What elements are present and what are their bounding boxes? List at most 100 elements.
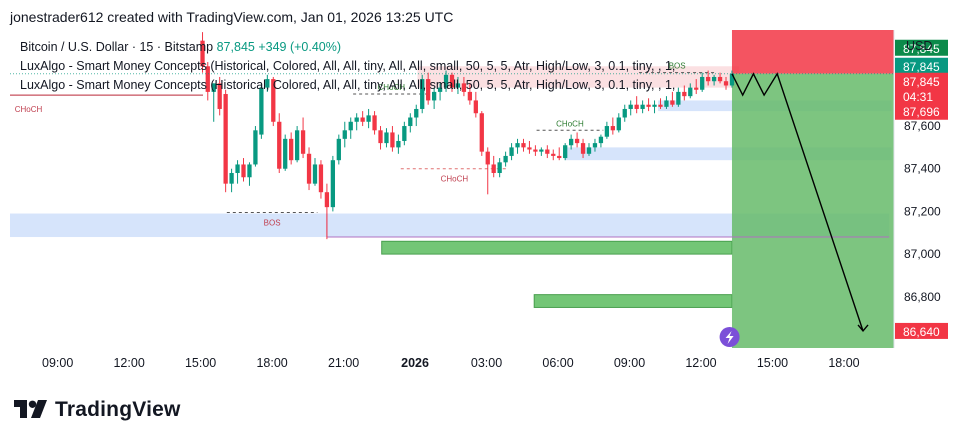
x-tick-label: 2026 (401, 356, 429, 370)
structure-label: BOS (669, 62, 686, 71)
candle-body (247, 164, 252, 178)
candle-body (729, 73, 735, 86)
candle-body (580, 143, 586, 154)
candle-body (479, 113, 484, 152)
projection-layer (731, 72, 869, 333)
candle (342, 121, 347, 148)
candle-body (366, 115, 371, 122)
candle (479, 111, 484, 156)
x-tick-label: 12:00 (685, 356, 716, 370)
candle (402, 121, 407, 146)
symbol-name: Bitcoin / U.S. Dollar · 15 · Bitstamp (20, 40, 214, 54)
candle-body (557, 155, 562, 159)
candle-body (700, 76, 705, 90)
candle (491, 155, 496, 178)
symbol-legend[interactable]: Bitcoin / U.S. Dollar · 15 · Bitstamp 87… (20, 38, 341, 56)
candles-layer (200, 32, 735, 240)
candle-body (527, 147, 532, 150)
candle-body (271, 79, 276, 122)
candle (330, 155, 336, 212)
candle-body (431, 91, 437, 101)
structure-label: BOS (264, 218, 281, 227)
candle-body (205, 66, 210, 92)
candle (574, 132, 580, 148)
candle-body (408, 117, 413, 127)
candle-body (223, 94, 228, 184)
current-price-tag-text: 87,696 (903, 105, 940, 119)
tradingview-logo: TradingView (14, 398, 181, 422)
candle (455, 76, 461, 95)
candle (497, 158, 502, 178)
top-green-tag-bg (895, 39, 948, 56)
candle-body (717, 76, 723, 82)
candle (318, 160, 324, 199)
candle (634, 96, 639, 114)
candle (229, 168, 234, 193)
candle-body (497, 162, 502, 173)
x-tick-label: 15:00 (185, 356, 216, 370)
candle (700, 72, 705, 92)
candle-body (592, 143, 598, 148)
x-tick-label: 18:00 (828, 356, 859, 370)
tradingview-wordmark: TradingView (55, 398, 181, 421)
top-green-tag: 87,845 (895, 39, 948, 56)
candle-body (664, 100, 669, 107)
candle-body (217, 83, 222, 109)
zone-order-block (381, 240, 733, 255)
x-tick-label: 03:00 (471, 356, 502, 370)
indicator-legend-1[interactable]: LuxAlgo - Smart Money Concepts (Historic… (20, 57, 675, 75)
candle-body (354, 117, 359, 122)
candle (241, 158, 246, 182)
candle (283, 134, 288, 171)
candle-body (312, 164, 318, 184)
lightning-bolt-icon (725, 331, 734, 344)
candle-body (235, 164, 240, 173)
candle-body (449, 74, 455, 88)
candle (586, 143, 592, 156)
candle (527, 140, 532, 154)
candle (521, 138, 526, 152)
candle (533, 145, 538, 156)
candle (711, 74, 717, 86)
candle-body (545, 149, 550, 154)
candle (431, 87, 437, 109)
candle-body (521, 143, 526, 148)
candle-body (682, 91, 687, 97)
candle-body (330, 160, 336, 208)
y-tick-label: 87,200 (904, 204, 941, 218)
candle-body (598, 136, 604, 144)
candle-body (640, 104, 645, 109)
structure-label: CHoCH (556, 119, 584, 128)
x-tick-label: 12:00 (113, 356, 144, 370)
indicator-legend-2[interactable]: LuxAlgo - Smart Money Concepts (Historic… (20, 76, 675, 94)
candle (503, 151, 508, 167)
candle-body (426, 79, 431, 101)
last-price-tag-text: 87,845 (903, 60, 940, 74)
candle-body (324, 192, 330, 208)
currency-label[interactable]: USD (906, 39, 933, 53)
y-tick-label: 87,400 (904, 162, 941, 176)
x-tick-label: 09:00 (42, 356, 73, 370)
candle (247, 162, 252, 186)
last-price-tag: 87,845 (895, 57, 948, 74)
candle-body (688, 87, 693, 97)
candle-body (706, 76, 711, 82)
target-price-tag: 86,640 (895, 322, 948, 339)
price-change: +349 (+0.40%) (258, 40, 342, 54)
candle (646, 98, 651, 112)
stop-loss-area (731, 30, 894, 74)
candle (300, 117, 306, 159)
candle-body (300, 130, 306, 154)
candle (348, 117, 353, 139)
projection-path (731, 72, 864, 332)
candle (670, 91, 675, 107)
current-price-tag-text: 87,845 (903, 75, 940, 89)
candle-body (467, 91, 473, 101)
candle-body (396, 140, 401, 148)
x-tick-label: 21:00 (328, 356, 359, 370)
candle (610, 117, 615, 135)
candle-body (515, 143, 520, 148)
candle (312, 158, 318, 186)
candle (306, 147, 312, 191)
